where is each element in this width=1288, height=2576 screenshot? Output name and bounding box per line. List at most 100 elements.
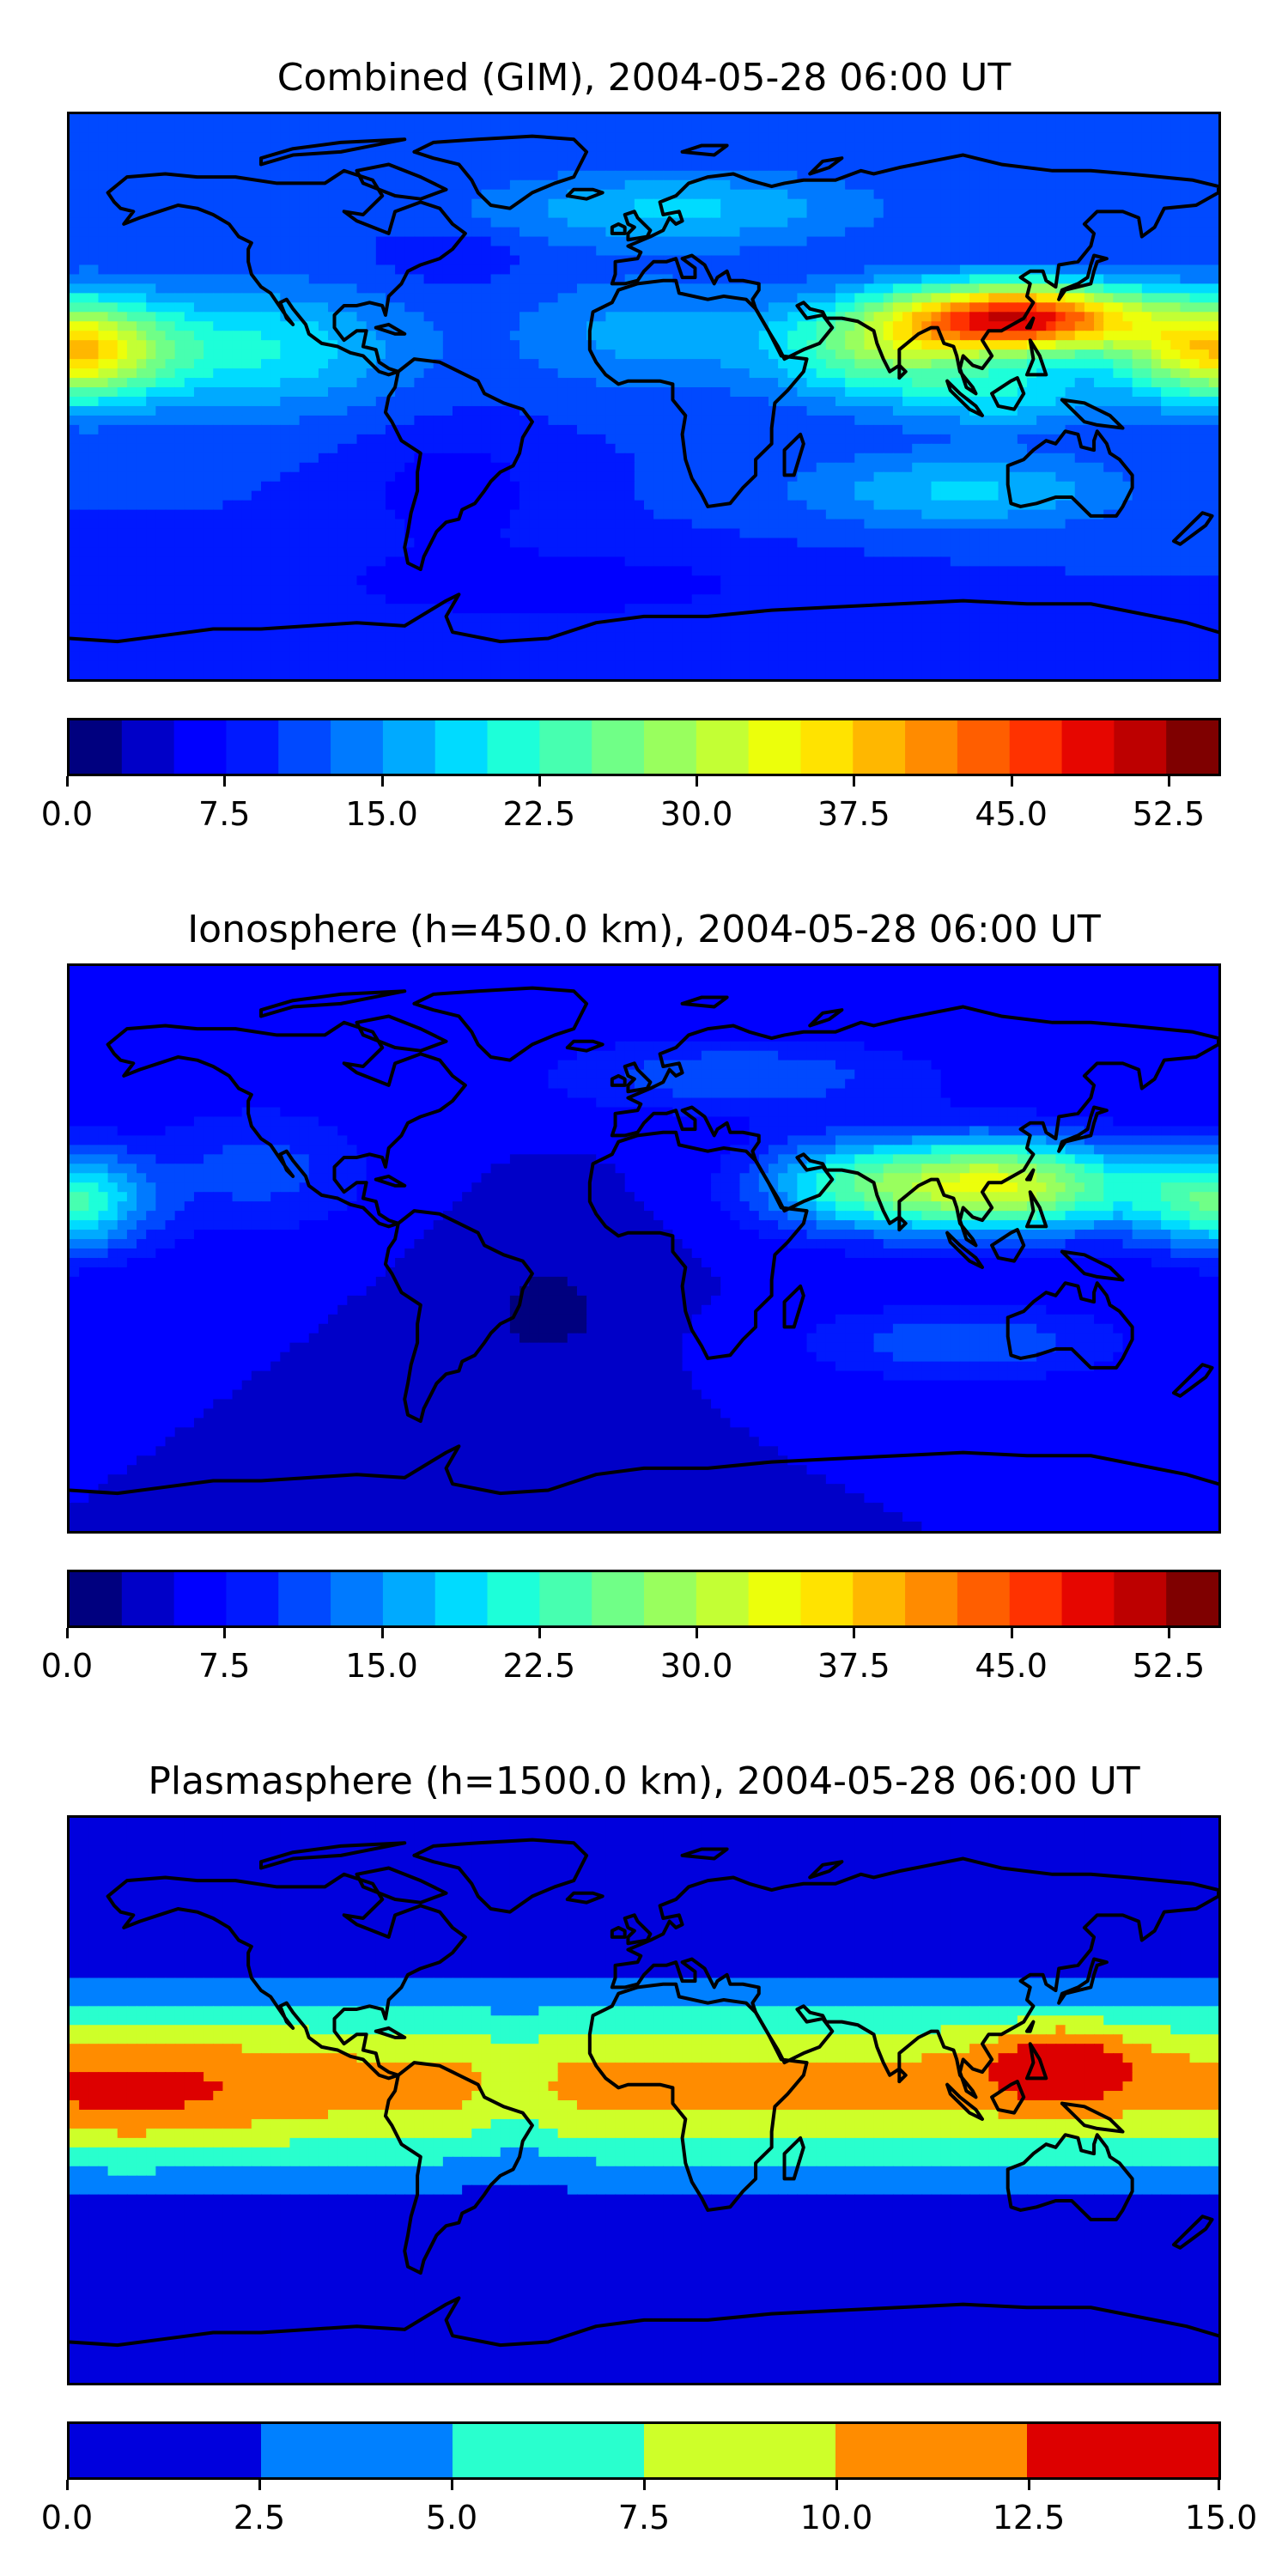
contour-cell (605, 471, 617, 483)
contour-cell (921, 236, 933, 247)
contour-cell (299, 179, 310, 191)
contour-cell (873, 490, 884, 501)
contour-cell (1017, 208, 1028, 219)
contour-cell (462, 453, 473, 464)
contour-cell (864, 453, 875, 464)
contour-cell (146, 302, 157, 313)
contour-cell (701, 471, 712, 483)
contour-cell (88, 151, 100, 162)
contour-cell (366, 387, 377, 398)
contour-cell (453, 434, 463, 445)
contour-cell (308, 302, 319, 313)
contour-cell (222, 443, 234, 454)
contour-cell (1122, 424, 1133, 435)
contour-cell (1084, 312, 1095, 322)
contour-cell (969, 312, 980, 322)
contour-cell (137, 434, 147, 445)
contour-cell (1007, 397, 1018, 407)
contour-cell (615, 312, 626, 322)
contour-cell (337, 397, 349, 407)
contour-cell (347, 424, 358, 435)
contour-cell (375, 424, 386, 435)
contour-cell (835, 302, 846, 313)
contour-cell (1084, 236, 1095, 247)
contour-cell (615, 490, 626, 501)
contour-cell (1017, 123, 1028, 134)
contour-cell (825, 217, 836, 228)
contour-cell (261, 189, 271, 200)
contour-cell (969, 462, 980, 473)
contour-cell (835, 189, 846, 200)
contour-cell (137, 415, 147, 426)
contour-cell (1199, 227, 1210, 238)
contour-cell (433, 378, 444, 388)
contour-cell (261, 340, 271, 350)
contour-cell (979, 170, 990, 181)
contour-cell (711, 132, 721, 143)
contour-cell (165, 132, 176, 143)
contour-cell (902, 312, 913, 322)
contour-cell (318, 312, 329, 322)
contour-cell (375, 434, 386, 445)
contour-cell (395, 217, 405, 228)
contour-cell (538, 151, 550, 162)
contour-cell (883, 179, 894, 191)
contour-cell (146, 217, 157, 228)
contour-cell (98, 368, 109, 379)
contour-cell (356, 274, 368, 285)
contour-cell (404, 471, 416, 483)
contour-cell (892, 462, 903, 473)
contour-cell (615, 321, 626, 331)
contour-cell (1189, 443, 1200, 454)
contour-cell (1027, 415, 1037, 426)
contour-cell (778, 283, 788, 295)
contour-cell (529, 349, 540, 360)
contour-cell (529, 132, 540, 143)
contour-cell (873, 453, 884, 464)
contour-cell (299, 462, 310, 473)
contour-cell (644, 405, 654, 416)
contour-cell (433, 283, 444, 295)
contour-cell (749, 283, 760, 295)
contour-cell (940, 274, 951, 285)
contour-cell (79, 397, 90, 407)
contour-cell (88, 490, 100, 501)
contour-cell (835, 405, 846, 416)
contour-cell (653, 123, 665, 134)
contour-cell (701, 236, 712, 247)
contour-cell (950, 161, 961, 172)
contour-cell (1132, 283, 1143, 295)
contour-cell (691, 283, 702, 295)
contour-cell (1151, 274, 1162, 285)
contour-cell (1007, 208, 1018, 219)
contour-cell (385, 302, 396, 313)
contour-cell (892, 274, 903, 285)
contour-cell (481, 434, 492, 445)
contour-cell (509, 331, 520, 341)
contour-cell (682, 424, 693, 435)
contour-cell (261, 302, 271, 313)
contour-cell (1007, 368, 1018, 379)
contour-cell (567, 255, 578, 266)
contour-cell (576, 387, 587, 398)
contour-cell (835, 378, 846, 388)
contour-cell (280, 217, 291, 228)
contour-cell (988, 293, 999, 304)
contour-cell (1122, 349, 1133, 360)
contour-cell (375, 293, 386, 304)
contour-cell (375, 255, 386, 266)
contour-cell (768, 359, 779, 369)
contour-cell (1208, 312, 1218, 322)
contour-cell (988, 331, 999, 341)
contour-cell (644, 453, 654, 464)
contour-cell (519, 236, 530, 247)
contour-cell (576, 217, 587, 228)
contour-cell (672, 490, 683, 501)
contour-cell (586, 142, 597, 153)
contour-cell (739, 142, 750, 153)
contour-cell (366, 500, 377, 511)
contour-cell (912, 434, 923, 445)
contour-cell (538, 236, 550, 247)
contour-cell (193, 246, 204, 257)
contour-cell (509, 255, 520, 266)
